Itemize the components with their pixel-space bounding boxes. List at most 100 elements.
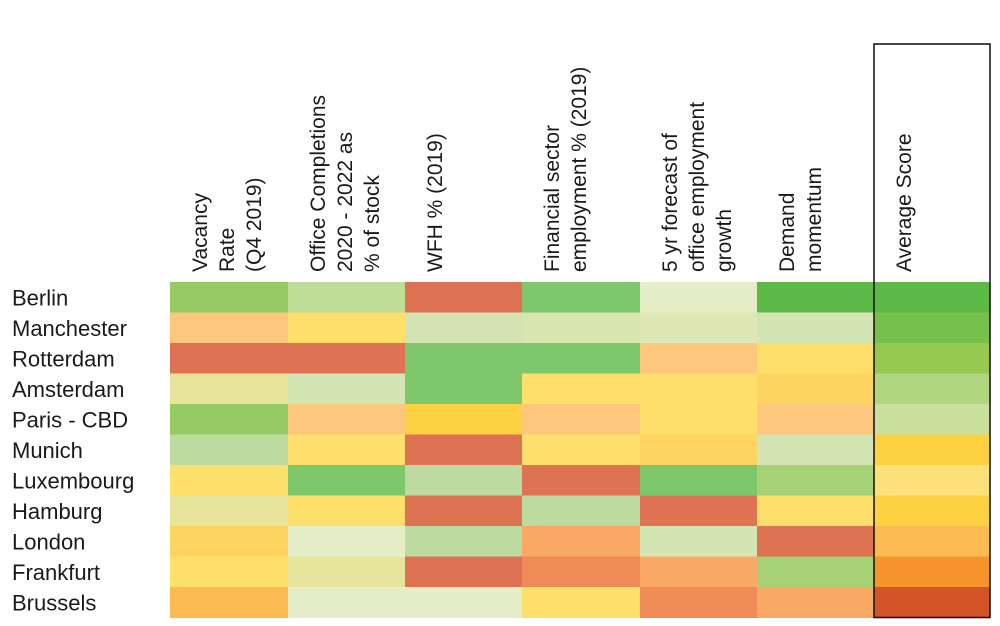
heatmap-cell [288,404,406,435]
row-label: Frankfurt [12,560,100,585]
heatmap-cell [757,587,875,618]
heatmap-cell [405,282,523,313]
heatmap-cell [522,495,641,527]
heatmap-cell [405,556,523,588]
heatmap-cell [640,343,758,374]
heatmap-cell [288,526,406,557]
heatmap-cell [874,373,991,405]
heatmap-cell [874,465,991,496]
heatmap-cell [874,282,991,313]
column-header-line: 2020 - 2022 as [334,132,357,272]
row-label: Munich [12,438,83,463]
heatmap-cell [522,465,641,496]
heatmap-cell [757,373,875,405]
heatmap-cell [874,343,991,374]
heatmap-cell [640,312,758,344]
heatmap-cell [874,404,991,435]
heatmap-cell [288,373,406,405]
heatmap-cell [405,526,523,557]
heatmap-cell [405,587,523,618]
row-label: Luxembourg [12,468,134,493]
heatmap-cell [522,282,641,313]
average-score-highlight-box [873,43,991,619]
heatmap-cell [757,465,875,496]
heatmap-cell [522,587,641,618]
column-header: Vacancy Rate (Q4 2019) [189,177,266,272]
column-header-line: Average Score [893,133,916,272]
heatmap-cell [288,587,406,618]
heatmap-cell [757,282,875,313]
heatmap-cell [522,526,641,557]
heatmap-cell [874,526,991,557]
heatmap-cell [170,434,289,466]
column-header-line: office employment [686,102,709,272]
heatmap-cell [288,434,406,466]
heatmap-cell [640,556,758,588]
heatmap-cell [288,495,406,527]
row-label: Hamburg [12,499,102,524]
heatmap-cell [757,495,875,527]
heatmap-cell [640,434,758,466]
heatmap-cell [288,465,406,496]
heatmap-cell [405,343,523,374]
column-header-line: momentum [803,167,826,272]
heatmap-cell [640,282,758,313]
column-header-line: Vacancy [189,193,212,272]
heatmap-cell [170,312,289,344]
heatmap-cell [170,526,289,557]
heatmap-cell [288,312,406,344]
column-header-line: WFH % (2019) [424,133,447,272]
heatmap-cell [170,282,289,313]
row-label: Berlin [12,285,68,310]
heatmap-cell [170,404,289,435]
heatmap-cells [170,282,991,618]
heatmap-cell [757,404,875,435]
heatmap-cell [170,373,289,405]
heatmap-cell [405,465,523,496]
heatmap-cell [640,465,758,496]
heatmap-cell [640,404,758,435]
heatmap-cell [640,587,758,618]
row-label: Manchester [12,316,127,341]
heatmap-cell [405,312,523,344]
heatmap-cell [522,343,641,374]
heatmap-cell [170,343,289,374]
heatmap-cell [522,434,641,466]
heatmap-cell [170,465,289,496]
heatmap-cell [757,434,875,466]
heatmap-cell [874,587,991,618]
heatmap-cell [405,495,523,527]
heatmap-cell [757,526,875,557]
heatmap-cell [874,556,991,588]
column-header-line: Demand [776,193,799,272]
heatmap-cell [640,495,758,527]
column-header-line: Office Completions [307,95,330,272]
column-header: WFH % (2019) [424,133,447,272]
row-label: Paris - CBD [12,407,128,432]
heatmap-cell [170,495,289,527]
column-header: Financial sector employment % (2019) [541,67,591,272]
heatmap-cell [640,526,758,557]
heatmap-cell [405,404,523,435]
row-label: London [12,529,85,554]
column-header-line: Financial sector [541,125,564,272]
column-header-line: (Q4 2019) [243,177,266,272]
column-labels: Vacancy Rate (Q4 2019) Office Completions 20… [189,67,916,272]
heatmap-cell [522,404,641,435]
heatmap-cell [874,495,991,527]
heatmap-cell [522,312,641,344]
column-header-line: growth [713,209,736,272]
heatmap-cell [757,556,875,588]
column-header-line: 5 yr forecast of [659,133,682,272]
heatmap-cell [288,343,406,374]
heatmap-cell [288,556,406,588]
column-header-line: employment % (2019) [568,67,591,272]
column-header-line: % of stock [361,175,384,272]
column-header-line: Rate [216,228,239,272]
heatmap-cell [874,312,991,344]
row-label: Rotterdam [12,346,115,371]
column-header: Office Completions 2020 - 2022 as% of sto… [307,95,384,272]
row-label: Amsterdam [12,377,124,402]
heatmap-cell [874,434,991,466]
